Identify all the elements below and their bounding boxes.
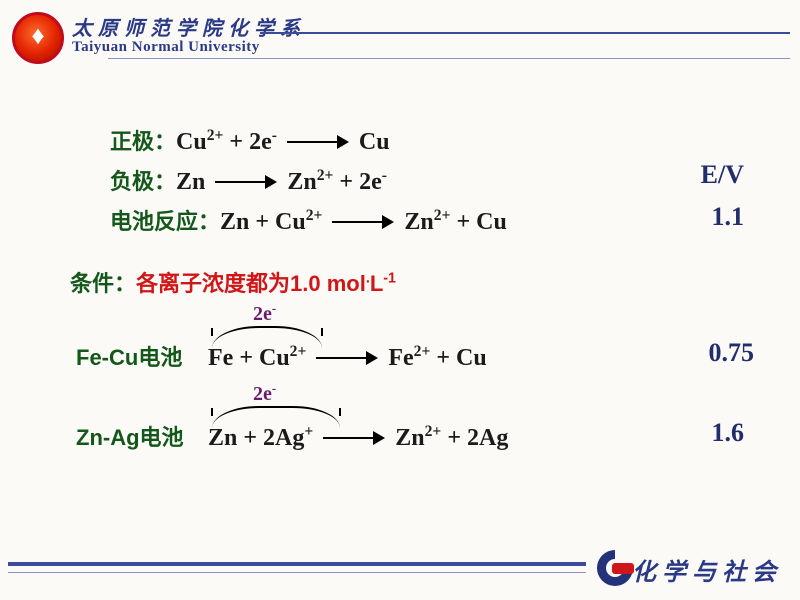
cathode-lhs: Cu2+ + 2e- xyxy=(176,127,277,156)
header-en-title: Taiyuan Normal University xyxy=(72,39,306,56)
header: ♦ 太原师范学院化学系 Taiyuan Normal University xyxy=(0,10,800,66)
cell-label: 电池反应： xyxy=(110,204,220,236)
anode-label: 负极： xyxy=(110,164,176,196)
anode-lhs: Zn xyxy=(176,169,205,196)
flame-icon: ♦ xyxy=(31,21,44,51)
arrow-icon xyxy=(215,175,277,189)
fe-cu-rhs: Fe2+ + Cu xyxy=(388,343,486,372)
cathode-label: 正极： xyxy=(110,124,176,156)
two-e-label: 2e- xyxy=(253,303,276,325)
zn-ag-label: Zn-Ag电池 xyxy=(76,420,208,452)
fe-cu-two-e: 2e- xyxy=(253,300,276,326)
row-condition: 条件： 各离子浓度都为1.0 mol.L-1 xyxy=(70,266,760,298)
content: 正极： Cu2+ + 2e- Cu 负极： Zn Zn2+ + 2e- E/V … xyxy=(0,90,800,544)
arrow-icon xyxy=(316,351,378,365)
arrow-icon xyxy=(323,431,385,445)
arrow-icon xyxy=(332,215,394,229)
row-cathode: 正极： Cu2+ + 2e- Cu xyxy=(110,124,760,156)
zn-ag-lhs: Zn + 2Ag+ xyxy=(208,423,313,452)
university-logo: ♦ xyxy=(12,12,64,64)
header-rule-thin xyxy=(108,58,790,59)
row-zn-ag: Zn-Ag电池 Zn + 2Ag+ Zn2+ + 2Ag xyxy=(76,420,760,452)
zn-ag-two-e: 2e- xyxy=(253,380,276,406)
ev-zn-ag: 1.6 xyxy=(712,418,745,448)
row-anode: 负极： Zn Zn2+ + 2e- xyxy=(110,164,760,196)
zn-ag-rhs: Zn2+ + 2Ag xyxy=(395,423,508,452)
arrow-icon xyxy=(287,135,349,149)
footer-logo-icon xyxy=(594,548,636,588)
anode-rhs: Zn2+ + 2e- xyxy=(287,167,387,196)
footer: 化学与社会 xyxy=(0,544,800,590)
ev-cell: 1.1 xyxy=(712,202,745,232)
header-cn-title: 太原师范学院化学系 xyxy=(72,12,306,41)
row-fe-cu: Fe-Cu电池 Fe + Cu2+ Fe2+ + Cu xyxy=(76,340,760,372)
footer-rule-thick xyxy=(8,562,586,566)
ev-header: E/V xyxy=(701,160,744,190)
footer-rule-thin xyxy=(8,572,586,573)
two-e-label: 2e- xyxy=(253,383,276,405)
ev-fe-cu: 0.75 xyxy=(709,338,755,368)
cell-rhs: Zn2+ + Cu xyxy=(404,207,506,236)
condition-label: 条件： xyxy=(70,266,136,298)
cathode-rhs: Cu xyxy=(359,129,390,156)
fe-cu-label: Fe-Cu电池 xyxy=(76,340,208,372)
cell-lhs: Zn + Cu2+ xyxy=(220,207,322,236)
header-titles: 太原师范学院化学系 Taiyuan Normal University xyxy=(72,12,306,56)
condition-text: 各离子浓度都为1.0 mol.L-1 xyxy=(136,266,396,298)
footer-text: 化学与社会 xyxy=(632,552,782,587)
fe-cu-lhs: Fe + Cu2+ xyxy=(208,343,306,372)
row-cell: 电池反应： Zn + Cu2+ Zn2+ + Cu xyxy=(110,204,760,236)
header-rule-thick xyxy=(260,32,790,34)
